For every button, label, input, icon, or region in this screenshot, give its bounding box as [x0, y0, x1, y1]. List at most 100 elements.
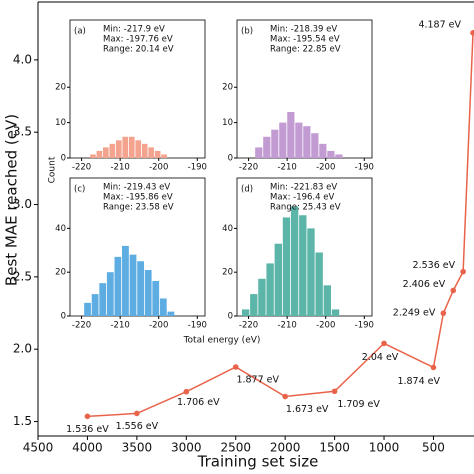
histogram-bar: [135, 140, 142, 158]
x-tick-label: -210: [110, 163, 129, 173]
panel-label: (c): [74, 185, 85, 195]
data-label: 1.709 eV: [337, 399, 380, 410]
y-axis-label: Best MAE reached (eV): [3, 114, 21, 286]
y-tick-label: 20: [55, 268, 66, 278]
y-tick-label: 0: [228, 312, 233, 322]
annotation: Range: 20.14 eV: [103, 45, 174, 55]
marker: [381, 340, 387, 347]
marker: [430, 364, 437, 371]
histogram-bar: [266, 263, 274, 316]
annotation: Min: -221.83 eV: [270, 183, 337, 193]
histogram-bar: [315, 252, 323, 316]
x-tick-label: -220: [72, 163, 91, 173]
x-tick-label: 2000: [270, 441, 301, 455]
y-tick-label: 20: [222, 83, 233, 93]
x-tick-label: -200: [149, 321, 168, 331]
x-tick-label: -200: [316, 163, 335, 173]
data-label: 1.706 eV: [177, 397, 220, 408]
histogram-bar: [106, 272, 114, 316]
y-tick-label: 40: [55, 224, 66, 234]
x-tick-label: -200: [316, 321, 335, 331]
x-tick-label: 3500: [122, 441, 153, 455]
histogram-bar: [144, 270, 152, 316]
annotation: Range: 25.43 eV: [270, 203, 341, 213]
histogram-bar: [122, 245, 129, 316]
data-label: 2.536 eV: [413, 260, 456, 271]
y-tick-label: 40: [222, 224, 233, 234]
y-tick-label: 10: [55, 118, 66, 128]
marker: [331, 388, 338, 395]
marker: [450, 287, 457, 294]
histogram-bar: [303, 126, 311, 158]
x-tick-label: -190: [188, 163, 207, 173]
data-label: 1.874 eV: [397, 376, 440, 387]
data-label: 2.406 eV: [403, 279, 446, 290]
data-label: 2.249 eV: [393, 308, 436, 319]
annotation: Range: 22.85 eV: [270, 45, 341, 55]
histogram-bar: [287, 112, 295, 158]
annotation: Min: -218.39 eV: [270, 25, 337, 35]
histogram-bar: [161, 154, 167, 158]
marker: [84, 413, 91, 420]
marker: [232, 364, 239, 370]
y-tick-label: 2.0: [13, 342, 32, 356]
y-tick-label: 10: [222, 118, 233, 128]
y-tick-label: 1.5: [13, 414, 32, 428]
inset-y-label: Count: [48, 156, 58, 183]
x-tick-label: -220: [72, 321, 91, 331]
data-label: 1.556 eV: [116, 421, 159, 432]
data-label: 1.536 eV: [66, 424, 109, 435]
x-tick-label: -190: [355, 321, 374, 331]
histogram-bar: [282, 217, 291, 316]
y-tick-label: 0: [61, 154, 66, 164]
annotation: Min: -217.9 eV: [103, 25, 165, 35]
x-tick-label: 1500: [319, 441, 350, 455]
histogram-bar: [128, 136, 135, 158]
histogram-bar: [96, 150, 103, 158]
histogram-bar: [90, 154, 96, 158]
x-tick-label: 4500: [23, 441, 54, 455]
inset-x-label: Total energy (eV): [183, 336, 261, 346]
marker: [440, 310, 447, 316]
x-tick-label: -190: [188, 321, 207, 331]
histogram-bar: [307, 228, 315, 316]
histogram-bar: [91, 294, 99, 316]
histogram-bar: [122, 136, 129, 158]
line: [87, 32, 474, 418]
x-tick-label: -190: [355, 163, 374, 173]
data-label: 1.673 eV: [286, 404, 329, 415]
histogram-bar: [241, 309, 250, 316]
histogram-bar: [159, 298, 167, 316]
histogram-bar: [290, 206, 299, 316]
data-label: 2.04 eV: [362, 352, 399, 363]
marker: [183, 388, 190, 395]
panel-label: (d): [241, 185, 253, 195]
histogram-bar: [258, 278, 266, 316]
x-tick-label: -220: [239, 163, 258, 173]
histogram-bar: [319, 143, 327, 158]
histogram-bar: [99, 283, 107, 316]
histogram-bar: [129, 254, 137, 316]
histogram-bar: [335, 154, 343, 158]
y-tick-label: 3.0: [13, 197, 32, 211]
histogram-bar: [299, 215, 307, 316]
x-tick-label: -210: [277, 321, 296, 331]
data-label: 4.187 eV: [418, 19, 461, 30]
histogram-bar: [327, 150, 335, 158]
histogram-bar: [167, 311, 175, 316]
y-tick-label: 3.5: [13, 125, 32, 139]
annotation: Max: -196.4 eV: [270, 193, 334, 203]
x-tick-label: -220: [239, 321, 258, 331]
x-tick-label: -200: [149, 163, 168, 173]
histogram-bar: [271, 129, 279, 158]
histogram-bar: [115, 140, 122, 158]
x-axis-label: Training set size: [197, 453, 319, 471]
histogram-bar: [152, 280, 160, 316]
data-label: 1.877 eV: [236, 374, 279, 385]
marker: [460, 268, 466, 275]
histogram-bar: [109, 143, 116, 158]
y-tick-label: 20: [222, 268, 233, 278]
y-tick-label: 0: [228, 154, 233, 164]
histogram-bar: [323, 285, 332, 316]
